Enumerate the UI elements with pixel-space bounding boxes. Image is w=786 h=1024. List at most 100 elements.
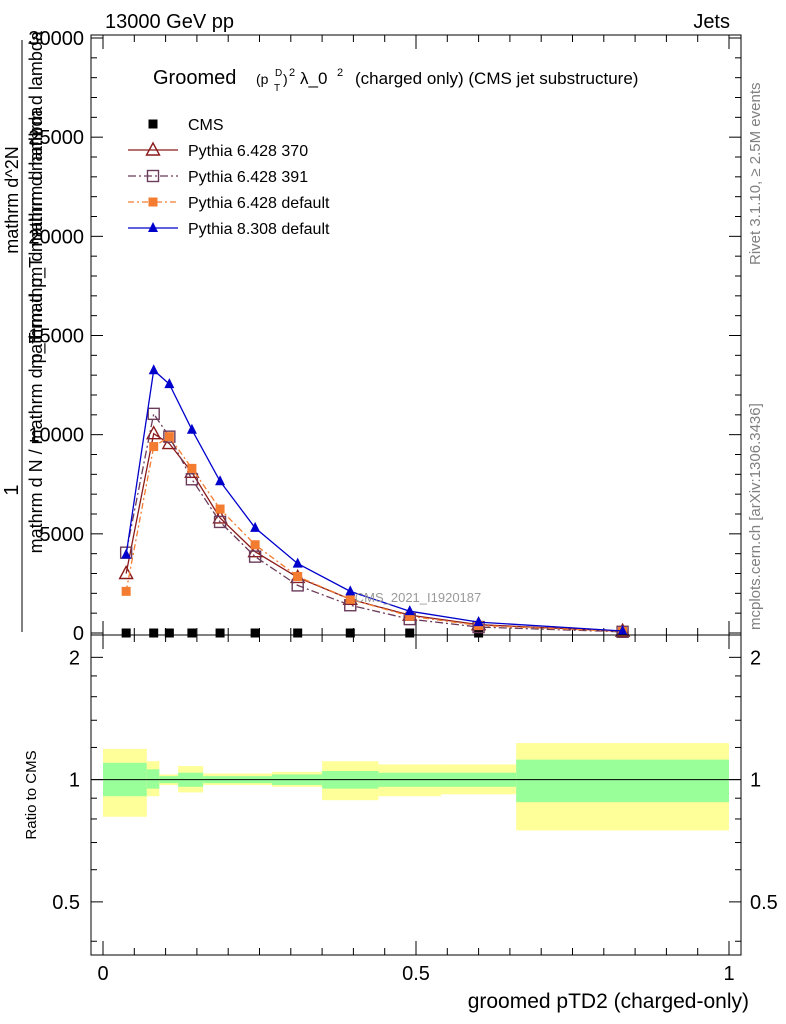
ratio-y-tick-label-right: 1 <box>750 770 761 792</box>
plot-title: Groomed (p D T ) 2 λ_0 2 (charged only) … <box>153 67 638 94</box>
ratio-y-axis: 0.5 0.5 1 1 2 2 <box>52 647 778 942</box>
main-series-group <box>118 364 631 639</box>
legend-label: CMS <box>188 117 224 134</box>
x-tick-label: 0 <box>97 963 108 985</box>
legend: CMS Pythia 6.428 370 Pythia 6.428 391 Pythi… <box>128 117 330 238</box>
data-point <box>121 586 131 596</box>
legend-label: Pythia 6.428 370 <box>188 143 308 160</box>
legend-marker <box>148 119 158 129</box>
data-point <box>405 628 415 638</box>
data-point <box>293 571 303 581</box>
data-point <box>213 515 227 529</box>
title-formula-sq: 2 <box>289 67 295 79</box>
ylabel-numerator: 1 <box>1 484 23 495</box>
data-point <box>248 550 262 563</box>
mcplots-label: mcplots.cern.ch [arXiv:1306.3436] <box>747 403 764 630</box>
x-tick-label: 1 <box>723 963 734 985</box>
data-point <box>215 475 226 486</box>
ratio-y-tick-label-right: 2 <box>750 647 761 669</box>
ratio-y-tick-label-right: 0.5 <box>750 892 778 914</box>
title-formula-sup: D <box>275 68 282 79</box>
legend-entry: Pythia 8.308 default <box>128 221 330 238</box>
data-point <box>148 364 159 375</box>
legend-label: Pythia 6.428 391 <box>188 169 308 186</box>
main-y-tick-label: 5000 <box>40 524 85 546</box>
data-point <box>250 540 260 550</box>
data-point <box>164 378 175 389</box>
data-point <box>404 605 415 616</box>
data-point <box>149 628 159 638</box>
data-point <box>617 625 628 636</box>
main-panel: 0 5000 10000 15000 20000 25000 30000 Groomed (… <box>28 28 742 645</box>
legend-entry: CMS <box>148 117 224 134</box>
data-point <box>147 407 160 421</box>
title-lambda-sq: 2 <box>337 67 343 79</box>
watermark: CMS_2021_I1920187 <box>355 590 482 605</box>
title-tail: (charged only) (CMS jet substructure) <box>355 69 638 88</box>
data-point <box>473 616 484 627</box>
data-point <box>405 611 415 621</box>
data-point <box>185 473 199 486</box>
data-point <box>149 442 159 452</box>
ratio-y-tick-label: 2 <box>69 647 80 669</box>
main-y-tick-label: 30000 <box>28 28 84 50</box>
data-point <box>292 557 303 568</box>
title-lambda: λ_0 <box>300 69 327 88</box>
legend-entry: Pythia 6.428 391 <box>128 169 308 186</box>
ratio-band-inner <box>516 759 729 803</box>
title-formula-base: (p <box>256 71 269 87</box>
ylabel-inner-denominator: mathrm d p_T mathrm d mathrm d lambda <box>26 30 47 369</box>
data-point <box>163 430 176 443</box>
main-y-label: 1 mathrm d N / mathrm d p_T mathrm d mat… <box>1 30 47 632</box>
ratio-panel: 0.5 0.51 12 2 0 0.5 1 Ratio to CMS groomed pT… <box>23 634 778 1013</box>
x-tick-label: 0.5 <box>402 963 430 985</box>
title-formula-sub: T <box>274 83 280 94</box>
legend-label: Pythia 6.428 default <box>188 195 330 212</box>
legend-marker <box>145 141 161 156</box>
data-point <box>187 628 197 638</box>
main-x-ticks <box>102 35 730 635</box>
x-axis-label: groomed pTD2 (charged-only) <box>468 990 749 1013</box>
data-point <box>293 628 303 638</box>
series-pythia-8-308-default <box>121 364 628 636</box>
ratio-y-tick-label: 1 <box>69 770 80 792</box>
ylabel-denominator: mathrm d N / mathrm d p_T mathrm d mathr… <box>26 106 47 554</box>
ylabel-inner-numerator: mathrm d^2N <box>2 146 22 253</box>
data-point <box>345 594 355 604</box>
data-point <box>215 628 225 638</box>
ratio-bands <box>103 743 729 831</box>
data-point <box>121 548 132 559</box>
data-point <box>121 628 131 638</box>
data-point <box>345 628 355 638</box>
header-left: 13000 GeV pp <box>105 11 234 33</box>
data-point <box>164 628 174 638</box>
main-y-tick-label: 0 <box>73 623 84 645</box>
data-point <box>146 425 162 440</box>
legend-marker <box>148 197 158 207</box>
legend-marker <box>148 222 158 232</box>
title-main: Groomed <box>153 67 236 89</box>
ratio-band-inner <box>146 769 160 789</box>
main-y-tick-label: 25000 <box>28 127 84 149</box>
ratio-x-axis: 0 0.5 1 <box>97 635 735 985</box>
data-point <box>187 463 197 473</box>
main-y-tick-label: 10000 <box>28 425 84 447</box>
main-y-axis: 0 5000 10000 15000 20000 25000 30000 <box>28 28 741 645</box>
legend-entry: Pythia 6.428 default <box>128 195 330 212</box>
main-y-tick-label: 15000 <box>28 326 84 348</box>
header-right: Jets <box>693 11 730 33</box>
ratio-y-tick-label: 0.5 <box>52 892 80 914</box>
data-point <box>215 504 225 514</box>
legend-entry: Pythia 6.428 370 <box>128 141 308 160</box>
data-point <box>250 628 260 638</box>
title-formula-close: ) <box>283 71 288 87</box>
legend-marker <box>146 169 160 183</box>
data-point <box>250 521 261 532</box>
data-point <box>164 432 174 442</box>
legend-label: Pythia 8.308 default <box>188 221 330 238</box>
ratio-y-label: Ratio to CMS <box>23 750 40 839</box>
main-y-tick-label: 20000 <box>28 226 84 248</box>
rivet-label: Rivet 3.1.10, ≥ 2.5M events <box>747 83 764 266</box>
data-point <box>186 423 197 434</box>
